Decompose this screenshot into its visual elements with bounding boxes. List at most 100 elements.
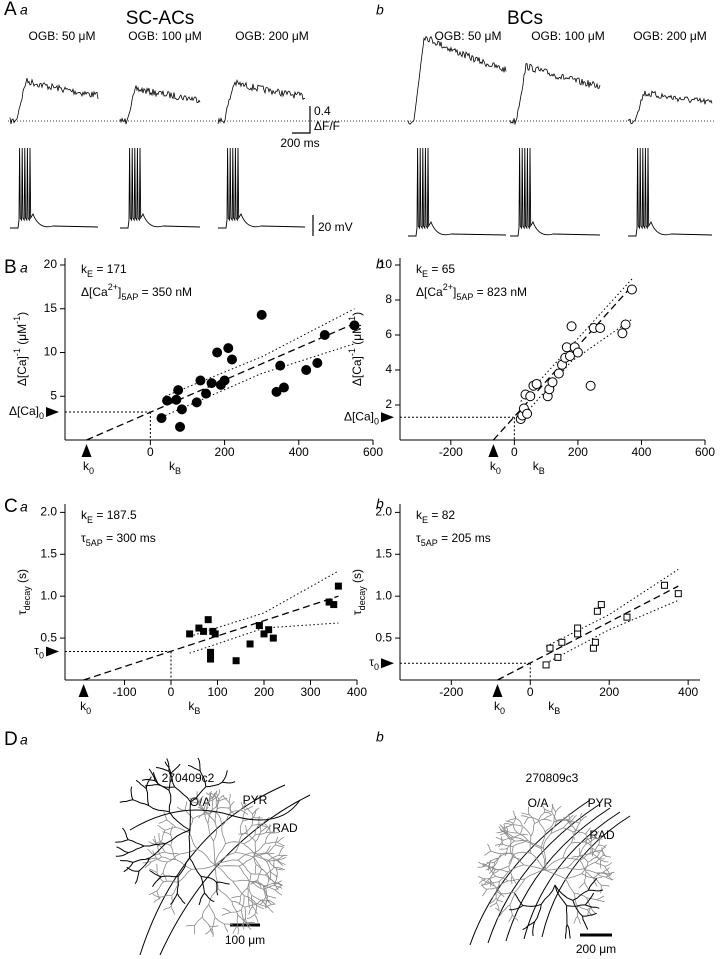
neurite — [238, 855, 255, 867]
data-point — [269, 634, 277, 642]
neurite — [478, 878, 486, 884]
text-part: 5AP — [121, 292, 138, 302]
neurite — [496, 893, 502, 903]
text-part: 5AP — [421, 538, 438, 548]
neurite — [152, 772, 159, 785]
neurite — [509, 905, 524, 911]
neurite — [585, 834, 588, 845]
neurite — [497, 891, 505, 898]
neurite — [585, 904, 600, 909]
confidence-band — [520, 318, 633, 420]
x-axis-label: kB — [169, 459, 181, 476]
layer-boundary — [159, 794, 311, 956]
neurite — [163, 906, 172, 911]
neurite — [563, 816, 571, 822]
annotation: τ5AP = 300 ms — [81, 531, 156, 548]
text-part: = 171 — [93, 262, 127, 276]
data-point — [200, 627, 208, 635]
text-part: = 205 ms — [438, 531, 491, 545]
neurite — [190, 786, 207, 803]
neurite — [510, 853, 524, 865]
neurite — [602, 855, 611, 858]
data-point — [330, 601, 338, 609]
neurite — [562, 821, 572, 829]
neurite — [185, 809, 194, 819]
data-point — [597, 601, 605, 609]
neurite — [505, 820, 514, 824]
neurite — [502, 843, 514, 847]
data-point — [674, 590, 682, 598]
neurite — [601, 847, 604, 856]
neurite — [566, 904, 586, 907]
intercept-label: k0 — [494, 699, 505, 716]
neurite — [579, 844, 587, 857]
text-part: k — [533, 459, 540, 473]
neurite — [244, 904, 256, 908]
neurite — [508, 914, 513, 923]
neurite — [590, 907, 596, 914]
neurite — [168, 790, 172, 812]
neurite — [225, 841, 244, 845]
y-axis-label: τdecay (s) — [350, 569, 367, 615]
annotation: Δ[Ca2+]5AP = 350 nM — [81, 282, 192, 302]
neurite — [251, 880, 265, 887]
neurite — [166, 758, 170, 772]
neurite — [523, 817, 529, 825]
text-part: decay — [357, 586, 367, 611]
data-point — [271, 386, 282, 397]
neurite — [581, 862, 589, 874]
neurite — [235, 852, 254, 858]
neurite — [252, 906, 258, 915]
neurite — [522, 921, 535, 931]
neurite — [200, 876, 205, 894]
neurite — [270, 832, 280, 834]
neurite — [128, 839, 145, 847]
neurite — [247, 873, 252, 888]
annotation: Δ[Ca2+]5AP = 823 nM — [416, 282, 527, 302]
neurite — [200, 875, 217, 883]
neurite — [262, 888, 268, 900]
neurite — [245, 922, 252, 930]
neurite — [551, 803, 554, 812]
neurite — [254, 864, 257, 874]
neurite — [593, 878, 598, 887]
neurite — [596, 872, 607, 875]
neurite — [556, 819, 567, 822]
neurite — [511, 875, 517, 884]
data-point — [626, 284, 637, 295]
y-tick-label: 1.5 — [40, 546, 57, 560]
neurite — [255, 904, 264, 910]
neurite — [276, 836, 285, 843]
neurite — [267, 877, 270, 886]
neurite — [228, 802, 231, 814]
neurite — [144, 861, 152, 869]
neurite — [267, 852, 277, 860]
scale-label: 20 mV — [318, 220, 353, 234]
neurite — [487, 862, 490, 871]
neurite — [538, 811, 545, 821]
neurite — [157, 846, 162, 858]
neurite — [564, 878, 575, 894]
neurite — [217, 807, 229, 810]
neurite — [254, 914, 259, 923]
neurite — [278, 847, 284, 856]
neurite — [152, 838, 159, 847]
neurite — [579, 852, 591, 861]
neurite — [240, 809, 249, 815]
neurite — [502, 904, 511, 913]
neurite — [541, 804, 546, 813]
neurite — [602, 867, 611, 873]
x-axis-label: kB — [548, 699, 560, 716]
text-part: = 65 — [428, 262, 455, 276]
neurite — [529, 836, 532, 854]
neurite — [240, 895, 245, 911]
neurite — [524, 869, 546, 880]
neurite — [585, 838, 595, 845]
neurite — [248, 881, 253, 896]
neurite — [268, 860, 277, 869]
neurite — [514, 839, 528, 842]
neurite — [246, 914, 255, 919]
neurite — [176, 876, 179, 894]
intercept-label: k0 — [80, 699, 91, 716]
neurite — [277, 859, 286, 866]
